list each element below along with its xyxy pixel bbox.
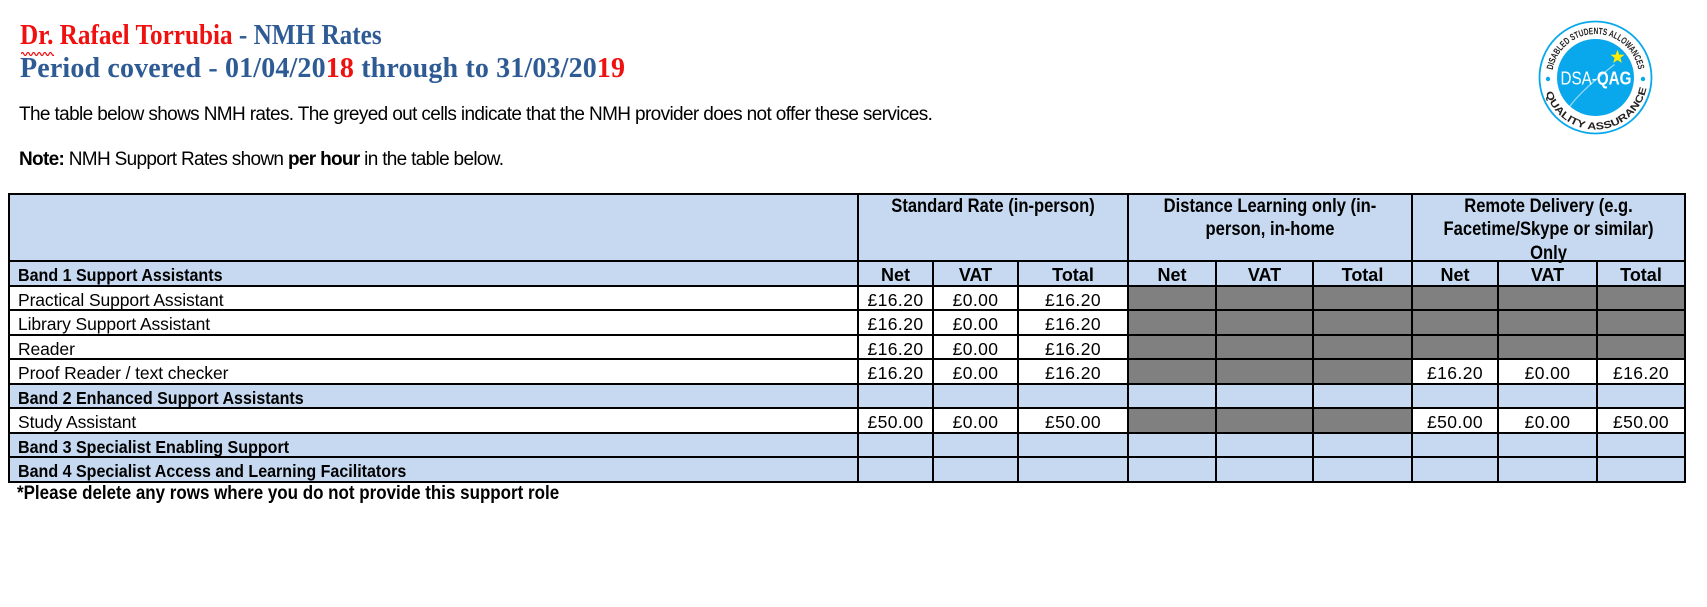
- svg-text:DSA-QAG: DSA-QAG: [1561, 68, 1632, 88]
